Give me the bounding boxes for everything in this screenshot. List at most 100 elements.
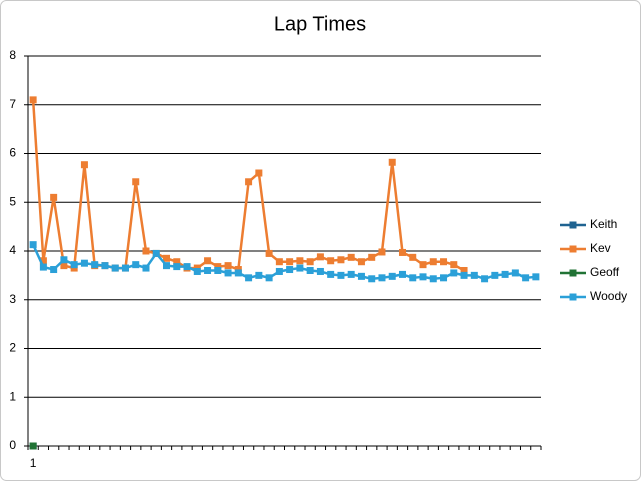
data-point [306, 267, 314, 274]
data-point [245, 178, 253, 186]
data-point [163, 262, 171, 270]
data-point [214, 267, 222, 274]
data-point [265, 274, 273, 282]
data-point [132, 261, 140, 269]
data-point [234, 269, 242, 277]
data-point [80, 161, 88, 169]
data-point [132, 178, 140, 186]
data-point [398, 248, 406, 256]
data-point [440, 258, 448, 266]
data-point [121, 264, 129, 272]
data-point [275, 267, 283, 275]
data-point [368, 275, 376, 283]
data-point [440, 274, 448, 282]
data-point [265, 249, 273, 257]
data-point [388, 158, 396, 166]
data-point [286, 266, 294, 274]
data-point [337, 271, 345, 279]
data-point [450, 269, 458, 277]
y-tick-label: 8 [9, 48, 16, 62]
x-tick-label: 1 [30, 456, 37, 470]
data-point [183, 263, 191, 271]
data-point [224, 269, 232, 277]
y-tick-label: 4 [9, 243, 16, 257]
data-point [316, 267, 324, 275]
data-point [347, 270, 355, 278]
data-point [347, 253, 355, 261]
y-tick-label: 5 [9, 194, 16, 208]
y-tick-label: 0 [9, 438, 16, 452]
data-point [152, 249, 160, 257]
data-point [357, 272, 365, 280]
data-point [39, 263, 47, 271]
data-point [378, 274, 386, 282]
legend-label: Kev [590, 241, 611, 255]
data-point [70, 261, 78, 269]
data-point [50, 266, 58, 274]
data-point [91, 261, 99, 269]
y-tick-label: 3 [9, 292, 16, 306]
y-tick-label: 7 [9, 97, 16, 111]
data-point [378, 248, 386, 256]
data-point [50, 193, 58, 201]
data-point [337, 256, 345, 264]
data-point [316, 253, 324, 261]
data-point [245, 274, 253, 282]
data-point [419, 261, 427, 269]
data-point [327, 270, 335, 278]
data-point [522, 274, 530, 282]
legend-marker [569, 293, 577, 301]
data-point [29, 96, 37, 104]
y-tick-label: 2 [9, 341, 16, 355]
data-point [204, 257, 212, 265]
legend-label: Woody [590, 289, 627, 303]
data-point [327, 257, 335, 265]
data-point [286, 258, 294, 266]
legend-marker [569, 221, 577, 229]
data-point [255, 271, 263, 279]
data-point [60, 262, 68, 270]
data-point [470, 271, 478, 279]
data-point [29, 442, 37, 450]
data-point [306, 258, 314, 266]
data-point [39, 257, 47, 265]
data-point [60, 256, 68, 264]
legend-marker [569, 245, 577, 253]
data-point [460, 271, 468, 279]
data-point [532, 273, 540, 281]
data-point [481, 275, 489, 283]
legend-marker [569, 269, 577, 277]
data-point [357, 258, 365, 266]
data-point [101, 262, 109, 270]
data-point [450, 261, 458, 269]
data-point [173, 258, 181, 266]
data-point [296, 257, 304, 265]
data-point [429, 258, 437, 266]
data-point [419, 273, 427, 281]
data-point [296, 264, 304, 272]
data-point [163, 254, 171, 262]
chart-title: Lap Times [274, 13, 366, 35]
data-point [80, 259, 88, 267]
data-point [255, 169, 263, 177]
legend-label: Keith [590, 217, 617, 231]
data-point [368, 253, 376, 261]
data-point [275, 258, 283, 266]
data-point [429, 275, 437, 283]
data-point [29, 241, 37, 249]
data-point [409, 253, 417, 261]
data-point [204, 267, 212, 274]
data-point [491, 271, 499, 279]
data-point [501, 270, 509, 278]
data-point [214, 263, 222, 271]
data-point [398, 270, 406, 278]
data-point [111, 264, 119, 272]
y-tick-label: 6 [9, 146, 16, 160]
data-point [460, 267, 468, 274]
data-point [388, 272, 396, 280]
legend-label: Geoff [590, 265, 620, 279]
data-point [511, 269, 519, 277]
y-tick-label: 1 [9, 389, 16, 403]
